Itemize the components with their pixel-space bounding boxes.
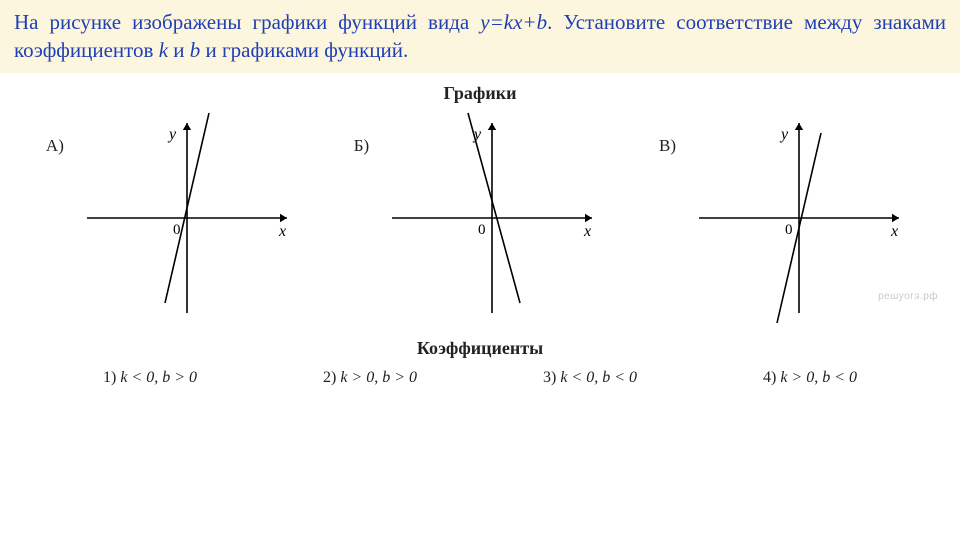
svg-text:x: x [890,223,898,240]
graph-block-v: В) 0 x y [659,108,914,328]
graphs-title: Графики [0,83,960,104]
coeff-4-b: b < 0 [822,369,857,386]
coeff-3-num: 3) [543,369,556,386]
coeff-1-num: 1) [103,369,116,386]
coeffs-row: 1) k < 0, b > 0 2) k > 0, b > 0 3) k < 0… [0,363,960,387]
coeff-2: 2) k > 0, b > 0 [323,369,417,387]
coeff-2-num: 2) [323,369,336,386]
coeff-1-k: k < 0 [120,369,154,386]
svg-text:x: x [278,223,286,240]
task-box: На рисунке изображены графики функций ви… [0,0,960,73]
task-text-3: и графиками функций. [200,38,408,62]
task-b: b [190,38,201,62]
task-text-1: На рисунке изображены графики функций ви… [14,10,480,34]
watermark: решуогэ.рф [878,291,938,302]
coeff-4-num: 4) [763,369,776,386]
task-equation: y=kx+b [480,10,547,34]
task-k: k [159,38,168,62]
coeff-2-k: k > 0 [340,369,374,386]
coeff-1-b: b > 0 [162,369,197,386]
svg-text:0: 0 [478,222,486,238]
svg-text:y: y [779,126,789,143]
coeffs-title: Коэффициенты [0,338,960,359]
graph-label-a: А) [46,136,64,156]
graph-label-v: В) [659,136,676,156]
coeff-3-b: b < 0 [602,369,637,386]
coeff-1: 1) k < 0, b > 0 [103,369,197,387]
coeff-4-k: k > 0 [780,369,814,386]
coeff-3: 3) k < 0, b < 0 [543,369,637,387]
svg-text:0: 0 [785,222,793,238]
coeff-2-b: b > 0 [382,369,417,386]
graph-label-b: Б) [354,136,369,156]
task-and: и [168,38,190,62]
graph-svg-b: 0xy [377,108,607,328]
coeff-4: 4) k > 0, b < 0 [763,369,857,387]
graph-block-a: А) 0 x y [46,108,302,328]
svg-text:x: x [583,223,591,240]
graph-block-b: Б) 0xy [354,108,607,328]
svg-text:0: 0 [173,222,181,238]
graph-svg-a: 0 x y [72,108,302,328]
coeff-3-k: k < 0 [560,369,594,386]
svg-text:y: y [167,126,177,143]
graphs-row: А) 0 x y Б) 0 x y В) 0 x y решуогэ.рф [0,108,960,328]
